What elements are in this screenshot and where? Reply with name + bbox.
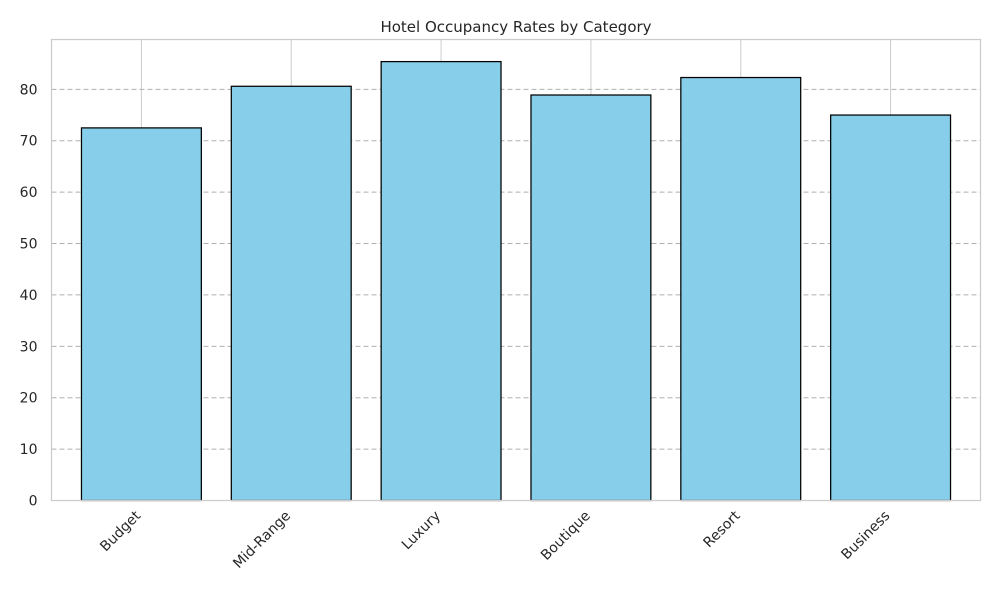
y-tick-label: 50	[20, 237, 38, 253]
x-tick-label: Budget	[97, 508, 144, 555]
y-tick-label: 60	[20, 185, 38, 201]
x-tick-label: Luxury	[399, 508, 444, 553]
y-tick-label: 0	[29, 494, 38, 510]
bar-luxury	[380, 60, 502, 502]
bar-boutique	[530, 94, 652, 502]
bar-resort	[680, 76, 802, 502]
y-tick-label: 80	[20, 82, 38, 98]
bar-mid-range	[230, 85, 352, 502]
chart-title: Hotel Occupancy Rates by Category	[380, 18, 651, 36]
x-axis-ticks: Budget Mid-Range Luxury Boutique Resort Busin…	[97, 508, 893, 572]
x-tick-label: Mid-Range	[230, 508, 294, 572]
bars-layer	[80, 60, 952, 502]
bar-budget	[80, 127, 202, 502]
y-tick-label: 70	[20, 134, 38, 150]
y-tick-label: 10	[20, 442, 38, 458]
bar-business	[830, 114, 952, 502]
y-tick-label: 30	[20, 339, 38, 355]
y-tick-label: 20	[20, 391, 38, 407]
plot-frame	[50, 38, 982, 502]
x-tick-label: Business	[838, 508, 893, 563]
x-tick-label: Boutique	[538, 508, 594, 564]
y-tick-label: 40	[20, 288, 38, 304]
x-tick-label: Resort	[701, 508, 744, 551]
y-axis-ticks: 0 10 20 30 40 50 60 70 80	[20, 82, 38, 509]
